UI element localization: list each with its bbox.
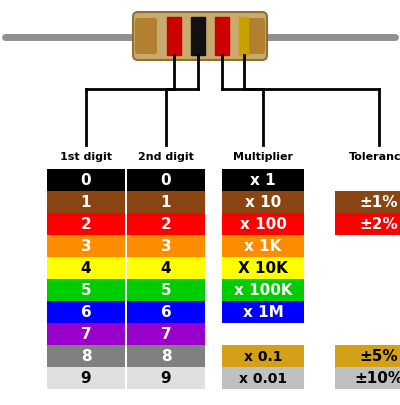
Text: x 0.01: x 0.01 <box>239 371 287 385</box>
Bar <box>127 279 205 301</box>
Bar <box>222 301 304 323</box>
Bar <box>191 18 205 56</box>
Text: 5: 5 <box>161 283 171 298</box>
Text: 1: 1 <box>161 195 171 210</box>
Text: 1: 1 <box>81 195 91 210</box>
Text: x 1M: x 1M <box>243 305 283 320</box>
Bar <box>47 367 125 389</box>
Text: 9: 9 <box>161 371 171 386</box>
FancyBboxPatch shape <box>135 19 157 55</box>
Text: 4: 4 <box>161 261 171 276</box>
Bar <box>335 192 400 213</box>
Bar <box>335 345 400 367</box>
Bar <box>127 213 205 235</box>
Bar <box>222 367 304 389</box>
Bar <box>222 192 304 213</box>
Text: x 100: x 100 <box>240 217 286 232</box>
Text: 3: 3 <box>81 239 91 254</box>
Bar <box>127 192 205 213</box>
Text: 0: 0 <box>161 173 171 188</box>
Text: x 1K: x 1K <box>244 239 282 254</box>
Bar <box>47 235 125 257</box>
Bar <box>47 323 125 345</box>
Bar <box>127 367 205 389</box>
Bar <box>47 257 125 279</box>
Bar <box>222 279 304 301</box>
Text: ±10%: ±10% <box>354 371 400 386</box>
Text: 7: 7 <box>161 327 171 342</box>
Text: 2nd digit: 2nd digit <box>138 151 194 162</box>
Bar <box>127 323 205 345</box>
Text: 5: 5 <box>81 283 91 298</box>
Bar <box>222 257 304 279</box>
Bar <box>47 301 125 323</box>
FancyBboxPatch shape <box>133 13 267 61</box>
Text: x 1: x 1 <box>250 173 276 188</box>
Bar <box>222 170 304 192</box>
Text: 6: 6 <box>161 305 171 320</box>
Text: Multiplier: Multiplier <box>233 151 293 162</box>
Text: 9: 9 <box>81 371 91 386</box>
Bar <box>167 18 181 56</box>
Text: X 10K: X 10K <box>238 261 288 276</box>
Bar <box>47 279 125 301</box>
Bar <box>47 170 125 192</box>
Text: 3: 3 <box>161 239 171 254</box>
Bar <box>127 257 205 279</box>
Text: 8: 8 <box>81 349 91 364</box>
Bar <box>222 213 304 235</box>
Text: 8: 8 <box>161 349 171 364</box>
Text: ±1%: ±1% <box>360 195 398 210</box>
Text: x 10: x 10 <box>245 195 281 210</box>
Bar <box>335 367 400 389</box>
Bar <box>47 192 125 213</box>
Bar <box>47 213 125 235</box>
Text: 7: 7 <box>81 327 91 342</box>
Bar <box>222 235 304 257</box>
Text: 6: 6 <box>81 305 91 320</box>
Text: 1st digit: 1st digit <box>60 151 112 162</box>
Bar <box>127 170 205 192</box>
Bar <box>239 18 248 56</box>
Bar <box>127 345 205 367</box>
Text: 2: 2 <box>81 217 91 232</box>
Text: 0: 0 <box>81 173 91 188</box>
Bar <box>127 235 205 257</box>
Text: ±5%: ±5% <box>360 349 398 364</box>
Text: Tolerance: Tolerance <box>349 151 400 162</box>
FancyBboxPatch shape <box>243 19 265 55</box>
Text: x 100K: x 100K <box>234 283 292 298</box>
Bar <box>47 345 125 367</box>
Bar <box>335 213 400 235</box>
Text: ±2%: ±2% <box>360 217 398 232</box>
Bar <box>127 301 205 323</box>
Bar <box>222 345 304 367</box>
Text: 4: 4 <box>81 261 91 276</box>
Bar <box>215 18 229 56</box>
Text: 2: 2 <box>161 217 171 232</box>
Text: x 0.1: x 0.1 <box>244 349 282 363</box>
